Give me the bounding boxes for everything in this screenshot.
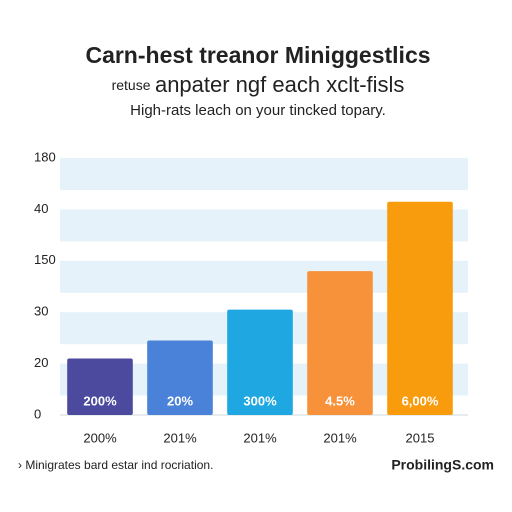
x-tick-label: 201% [243, 430, 277, 445]
bar [227, 309, 293, 415]
y-tick-label: 0 [34, 406, 41, 421]
x-tick-label: 200% [83, 430, 117, 445]
subtitle-prefix: retuse [112, 77, 151, 93]
chart-title: Carn-hest treanor Miniggestlics [85, 42, 430, 68]
value-label: 300% [243, 393, 277, 408]
chart-subtitle: retuse anpater ngf each xclt-fisls [112, 72, 405, 97]
x-tick-label: 201% [323, 430, 357, 445]
source: ProbilingS.com [391, 457, 494, 473]
value-label: 20% [167, 393, 193, 408]
bar [387, 201, 453, 415]
caption: High-rats leach on your tincked topary. [130, 102, 386, 119]
subtitle-main: anpater ngf each xclt-fisls [155, 72, 404, 97]
y-tick-label: 20 [34, 355, 48, 370]
value-label: 4.5% [325, 393, 355, 408]
bar [147, 340, 213, 415]
x-tick-label: 2015 [406, 430, 435, 445]
y-tick-label: 180 [34, 149, 56, 164]
y-tick-label: 30 [34, 304, 48, 319]
y-tick-label: 150 [34, 252, 56, 267]
value-label: 200% [83, 393, 117, 408]
x-tick-label: 201% [163, 430, 197, 445]
grid-band [60, 158, 468, 190]
bar [307, 271, 373, 415]
value-label: 6,00% [402, 393, 439, 408]
y-tick-label: 40 [34, 201, 48, 216]
footnote: › Minigrates bard estar ind rocriation. [18, 458, 213, 472]
bar [67, 358, 133, 415]
